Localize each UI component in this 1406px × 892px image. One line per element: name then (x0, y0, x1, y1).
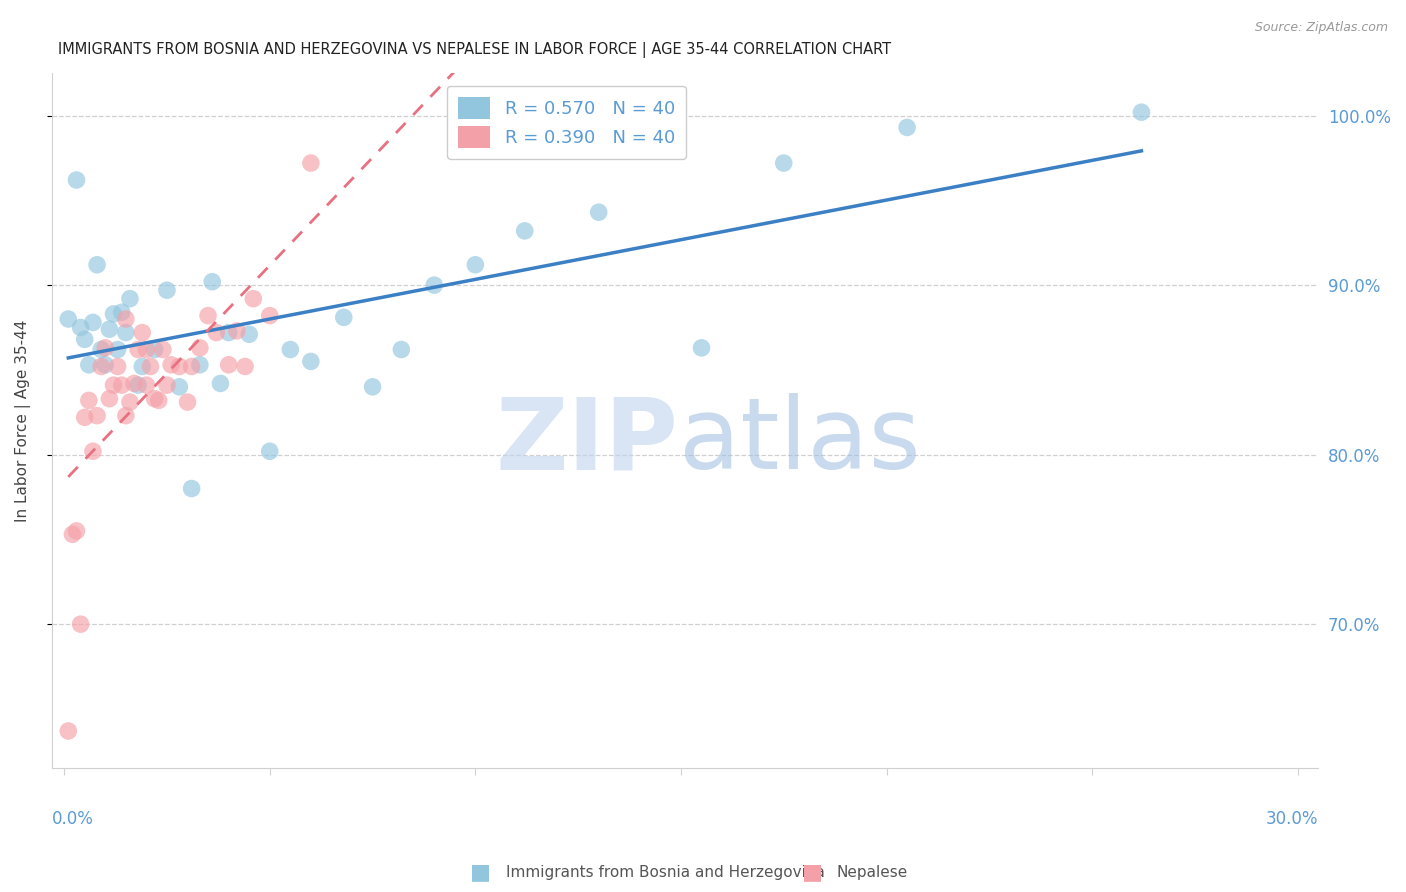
Point (423, 278, 446, 293)
Point (58, 312, 80, 326)
Point (333, 310, 356, 325)
Point (65, 524, 87, 538)
Point (77, 358, 100, 372)
Text: Immigrants from Bosnia and Herzegovina: Immigrants from Bosnia and Herzegovina (506, 865, 825, 880)
Point (180, 482, 202, 496)
Point (299, 354, 322, 368)
Point (98, 392, 121, 406)
Point (82, 444, 104, 458)
Point (205, 326, 228, 340)
Y-axis label: In Labor Force | Age 35-44: In Labor Force | Age 35-44 (15, 319, 31, 522)
Point (389, 343, 412, 357)
Point (60, 527, 83, 541)
Point (156, 378, 179, 392)
Point (464, 258, 486, 272)
Point (176, 395, 198, 409)
Point (73, 410, 96, 425)
Text: atlas: atlas (679, 393, 921, 490)
Point (143, 343, 166, 357)
Point (103, 378, 125, 392)
Point (218, 326, 240, 340)
Point (143, 392, 166, 406)
Point (131, 326, 153, 340)
Point (118, 395, 141, 409)
Point (188, 358, 211, 372)
Point (135, 343, 157, 357)
Point (233, 359, 256, 374)
Point (299, 156, 322, 170)
Point (65, 173, 87, 187)
Point (169, 380, 191, 394)
Point (127, 378, 149, 392)
Text: ZIP: ZIP (496, 393, 679, 490)
Text: 30.0%: 30.0% (1265, 810, 1319, 828)
Point (58, 723, 80, 738)
Point (86, 409, 108, 423)
Point (201, 275, 224, 289)
Point (82, 315, 104, 329)
Point (115, 409, 138, 423)
Point (122, 376, 145, 391)
Point (1130, 105, 1153, 120)
Point (94, 341, 117, 355)
Point (90, 359, 112, 374)
Legend: R = 0.570   N = 40, R = 0.390   N = 40: R = 0.570 N = 40, R = 0.390 N = 40 (447, 86, 686, 159)
Point (152, 343, 174, 357)
Point (209, 376, 232, 391)
Point (160, 358, 183, 372)
Point (94, 358, 117, 372)
Point (259, 309, 281, 323)
Text: ■: ■ (471, 863, 491, 882)
Text: 0.0%: 0.0% (52, 810, 94, 828)
Text: Nepalese: Nepalese (837, 865, 908, 880)
Point (135, 378, 157, 392)
Point (896, 120, 918, 135)
Point (156, 283, 179, 297)
Point (218, 358, 240, 372)
Point (259, 444, 281, 458)
Point (98, 322, 121, 336)
Point (131, 359, 153, 374)
Point (90, 343, 112, 357)
Point (115, 326, 138, 340)
Point (225, 324, 247, 338)
Point (69, 617, 91, 632)
Point (588, 205, 610, 219)
Point (513, 224, 536, 238)
Text: IMMIGRANTS FROM BOSNIA AND HERZEGOVINA VS NEPALESE IN LABOR FORCE | AGE 35-44 CO: IMMIGRANTS FROM BOSNIA AND HERZEGOVINA V… (58, 42, 891, 58)
Point (127, 343, 149, 357)
Point (115, 312, 138, 326)
Point (111, 305, 134, 319)
Point (103, 307, 125, 321)
Point (139, 359, 162, 374)
Text: Source: ZipAtlas.com: Source: ZipAtlas.com (1254, 21, 1388, 34)
Point (238, 327, 260, 342)
Point (107, 343, 129, 357)
Point (188, 341, 211, 355)
Point (111, 378, 134, 392)
Point (361, 380, 384, 394)
Text: ■: ■ (803, 863, 823, 882)
Point (69, 320, 91, 334)
Point (169, 359, 191, 374)
Point (118, 292, 141, 306)
Point (86, 258, 108, 272)
Point (690, 341, 713, 355)
Point (107, 359, 129, 374)
Point (77, 393, 100, 408)
Point (180, 359, 202, 374)
Point (278, 343, 301, 357)
Point (148, 393, 170, 408)
Point (73, 332, 96, 346)
Point (772, 156, 794, 170)
Point (242, 292, 264, 306)
Point (197, 309, 219, 323)
